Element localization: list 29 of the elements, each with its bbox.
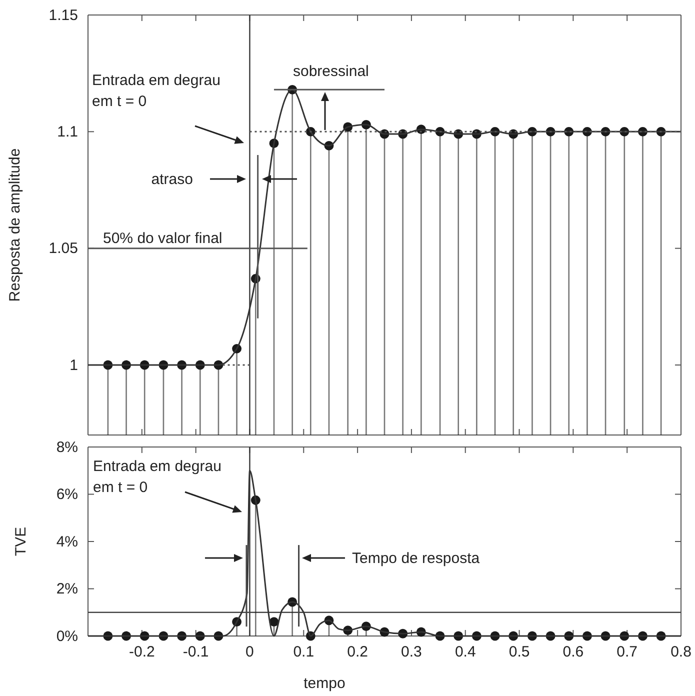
annotation: Entrada em degrau em t = 0 <box>92 72 220 110</box>
x-tick-label: -0.2 <box>128 644 155 661</box>
y-tick-label: 0% <box>56 628 78 645</box>
annotation: Tempo de resposta <box>352 550 480 567</box>
x-tick-label: 0.2 <box>347 644 368 661</box>
y-tick-label: 1.1 <box>57 123 78 140</box>
y-tick-label: 6% <box>56 486 78 504</box>
x-axis-title: tempo <box>304 675 346 692</box>
x-tick-label: -0.1 <box>182 644 209 661</box>
y-tick-label: 2% <box>56 580 78 598</box>
y-tick-label: 1 <box>70 356 78 374</box>
x-tick-label: 0.8 <box>670 644 692 661</box>
annotation: 50% do valor final <box>103 230 222 247</box>
annotation: atraso <box>151 171 193 188</box>
x-tick-label: 0.6 <box>562 644 584 661</box>
x-tick-label: 0.7 <box>616 644 638 661</box>
x-tick-label: 0 <box>246 644 254 661</box>
x-tick-label: 0.5 <box>508 644 530 661</box>
x-tick-label: 0.3 <box>401 644 422 661</box>
x-tick-label: 0.4 <box>454 644 476 661</box>
y-tick-label: 8% <box>56 438 78 456</box>
y-axis-title: Resposta de amplitude <box>6 148 24 302</box>
y-axis-title: TVE <box>12 526 30 556</box>
annotation: sobressinal <box>293 63 369 80</box>
annotation: Entrada em degrau em t = 0 <box>93 458 222 496</box>
y-tick-label: 1.05 <box>48 240 78 258</box>
x-tick-label: 0.1 <box>293 644 314 661</box>
y-tick-label: 1.15 <box>48 6 78 24</box>
y-tick-label: 4% <box>56 533 78 550</box>
